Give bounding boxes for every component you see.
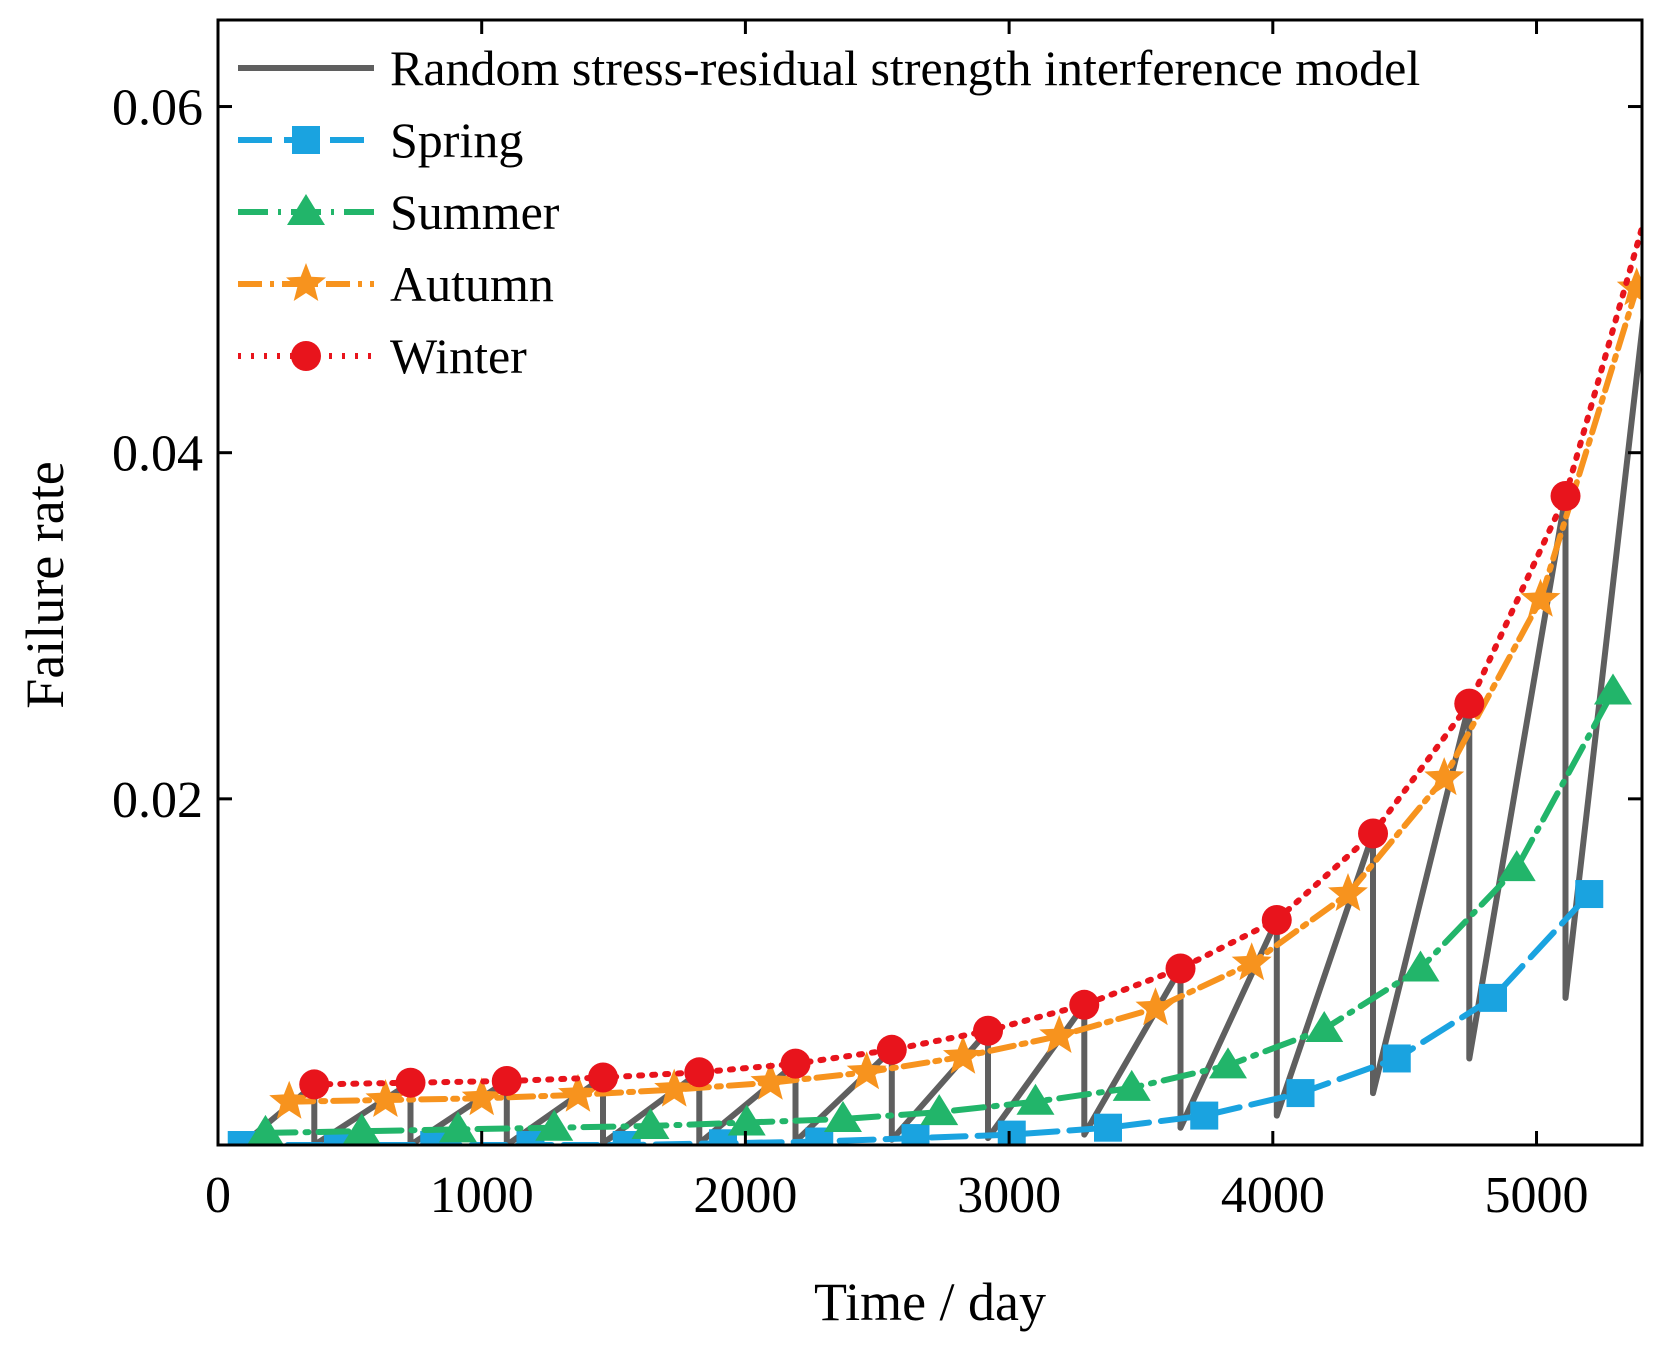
data-point-spring: [1190, 1101, 1219, 1130]
legend: Random stress-residual strength interfer…: [238, 40, 1420, 384]
legend-marker-autumn: [286, 263, 326, 301]
data-point-winter: [780, 1048, 811, 1079]
data-point-winter: [973, 1015, 1004, 1046]
x-tick-label: 1000: [430, 1167, 534, 1224]
legend-label-summer: Summer: [390, 184, 560, 240]
legend-entry-winter: Winter: [238, 328, 527, 384]
legend-marker-winter: [291, 341, 321, 371]
x-tick-label: 4000: [1221, 1167, 1325, 1224]
x-tick-label: 0: [205, 1167, 231, 1224]
data-point-autumn: [269, 1080, 310, 1119]
plot-area: [227, 143, 1653, 1145]
data-point-winter: [1550, 480, 1581, 511]
data-point-spring: [1286, 1079, 1315, 1108]
x-tick-label: 5000: [1485, 1167, 1589, 1224]
data-point-winter: [1261, 905, 1292, 935]
axes-frame: [216, 18, 1644, 1147]
data-point-summer: [823, 1101, 862, 1133]
data-point-autumn: [1328, 873, 1368, 911]
data-point-autumn: [365, 1079, 406, 1117]
data-point-summer: [535, 1109, 574, 1141]
data-point-summer: [247, 1114, 284, 1145]
series-line-summer: [262, 688, 1616, 1136]
data-point-spring: [1575, 880, 1604, 909]
data-point-winter: [491, 1065, 522, 1096]
series-line-spring: [238, 891, 1593, 1145]
data-point-autumn: [1039, 1015, 1080, 1053]
data-point-autumn: [1520, 578, 1561, 617]
data-point-winter: [588, 1062, 619, 1093]
data-point-summer: [1401, 950, 1440, 982]
data-point-summer: [438, 1111, 477, 1143]
data-point-autumn: [1616, 267, 1642, 306]
x-axis-title: Time / day: [814, 1272, 1046, 1332]
data-point-winter: [299, 1069, 330, 1100]
data-point-autumn: [943, 1035, 983, 1074]
y-axis-title: Failure rate: [15, 461, 75, 708]
data-point-winter: [395, 1067, 426, 1098]
data-point-summer: [1305, 1011, 1344, 1043]
data-point-autumn: [846, 1051, 887, 1090]
data-point-autumn: [1135, 987, 1176, 1026]
data-point-summer: [1112, 1069, 1151, 1101]
data-point-summer: [342, 1113, 381, 1145]
data-point-spring: [997, 1120, 1026, 1145]
legend-marker-summer: [287, 194, 325, 225]
data-point-spring: [1382, 1044, 1411, 1073]
data-point-autumn: [750, 1061, 791, 1100]
legend-entry-autumn: Autumn: [238, 256, 554, 312]
data-point-summer: [1208, 1047, 1247, 1079]
data-point-winter: [1069, 989, 1100, 1020]
data-point-summer: [1016, 1083, 1055, 1115]
data-point-winter: [684, 1057, 715, 1088]
x-tick-label: 3000: [957, 1167, 1061, 1224]
legend-label-spring: Spring: [390, 112, 523, 168]
y-tick-label: 0.02: [112, 772, 203, 829]
data-point-summer: [727, 1104, 766, 1136]
data-point-summer: [920, 1094, 959, 1126]
legend-entry-model: Random stress-residual strength interfer…: [238, 40, 1420, 96]
axis-ticks: 0 1000 2000 3000 4000 5000 0.02 0.04 0.06: [112, 20, 1642, 1224]
data-point-autumn: [654, 1068, 695, 1107]
data-point-summer: [1593, 673, 1632, 705]
legend-label-winter: Winter: [390, 328, 527, 384]
data-point-spring: [227, 1131, 256, 1145]
data-point-autumn: [461, 1077, 502, 1116]
data-point-spring: [901, 1124, 930, 1145]
data-point-autumn: [558, 1073, 598, 1112]
y-tick-label: 0.06: [112, 80, 203, 137]
data-point-winter: [1165, 953, 1196, 984]
data-point-winter: [1647, 143, 1653, 173]
data-point-spring: [1479, 983, 1508, 1012]
y-tick-label: 0.04: [112, 426, 203, 483]
data-point-winter: [1454, 688, 1485, 719]
data-point-autumn: [1424, 757, 1465, 796]
data-point-spring: [516, 1131, 545, 1145]
data-point-spring: [1094, 1113, 1122, 1142]
legend-label-model: Random stress-residual strength interfer…: [390, 40, 1420, 96]
legend-label-autumn: Autumn: [390, 256, 554, 312]
data-point-winter: [876, 1034, 907, 1065]
x-tick-label: 2000: [693, 1167, 797, 1224]
data-point-summer: [1497, 850, 1536, 882]
data-point-spring: [612, 1131, 641, 1145]
data-point-autumn: [1231, 942, 1272, 981]
legend-entry-spring: Spring: [238, 112, 523, 168]
legend-marker-spring: [292, 126, 320, 154]
data-point-winter: [1358, 818, 1389, 849]
legend-entry-summer: Summer: [238, 184, 560, 240]
data-point-summer: [631, 1107, 670, 1139]
